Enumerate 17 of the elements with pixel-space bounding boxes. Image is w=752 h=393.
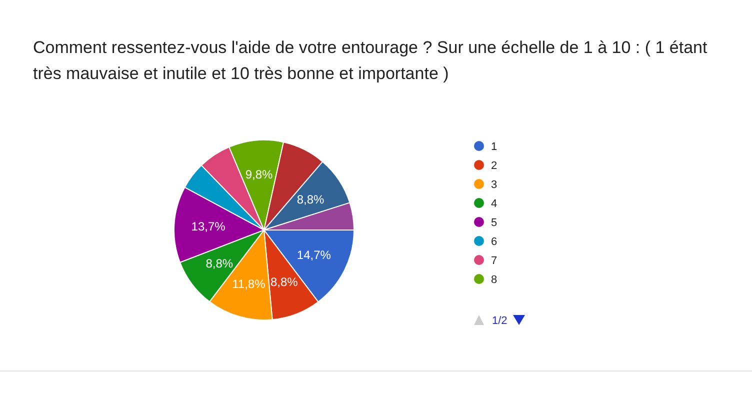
data-label: 8,8%	[296, 192, 325, 206]
legend-label: 2	[491, 160, 498, 172]
data-label: 8,8%	[206, 256, 234, 271]
legend-label: 8	[491, 274, 498, 286]
legend-label: 4	[491, 198, 498, 210]
data-label: 11,8%	[232, 276, 266, 291]
data-label: 9,8%	[245, 168, 274, 182]
text: 1/2	[492, 314, 508, 327]
data-label: 14,7%	[296, 248, 332, 262]
legend-label: 7	[491, 254, 498, 267]
legend-label: 5	[491, 216, 498, 229]
legend-label: 3	[491, 178, 498, 191]
legend-label: 1	[491, 140, 498, 153]
chart-title: Comment ressentez-vous l'aide de votre entourage ? Sur une échelle de 1 à 10 : ( 1 étant très mauvaise et inutile et 10 très bonne et importante )	[33, 37, 708, 85]
data-label: 8,8%	[270, 275, 298, 290]
data-label: 13,7%	[191, 220, 226, 234]
legend-label: 6	[491, 236, 498, 248]
